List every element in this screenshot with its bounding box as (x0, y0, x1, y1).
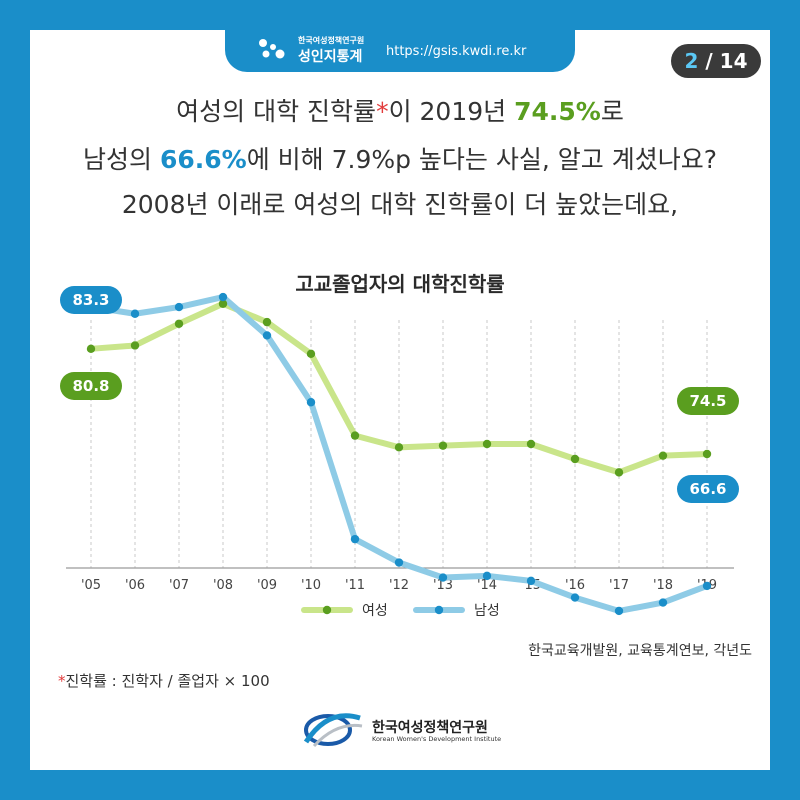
men-data-point (658, 598, 668, 607)
org-name: 한국여성정책연구원 (372, 720, 488, 736)
x-tick-label: '16 (565, 578, 585, 593)
women-data-point (570, 454, 580, 464)
x-tick-label: '08 (213, 578, 233, 593)
men-data-point (526, 576, 536, 586)
legend-women-label: 여성 (362, 603, 388, 619)
women-data-point (394, 443, 404, 452)
women-data-point (174, 319, 184, 328)
footnote: *진학률 : 진학자 / 졸업자 × 100 (58, 670, 270, 691)
headline-text: 로 (600, 97, 624, 126)
page-total: / 14 (705, 49, 748, 73)
x-tick-label: '11 (345, 578, 365, 593)
women-data-point (130, 341, 140, 350)
men-first-value-label: 83.3 (72, 291, 109, 309)
x-tick-label: '14 (477, 578, 497, 593)
men-data-point (394, 558, 404, 567)
page-current: 2 (684, 49, 699, 73)
x-tick-label: '18 (653, 578, 673, 593)
site-url-link[interactable]: https://gsis.kwdi.re.kr (386, 44, 527, 59)
org-name-english: Korean Women's Development Institute (372, 735, 502, 743)
headline-text: 남성의 (83, 145, 160, 174)
legend-men-label: 남성 (474, 603, 500, 619)
men-data-point (218, 292, 228, 302)
headline-text: 여성의 대학 진학률 (176, 97, 377, 126)
women-first-value-label: 80.8 (72, 377, 109, 395)
women-data-point (438, 441, 448, 450)
men-first-value-badge (60, 286, 122, 314)
men-data-point (174, 302, 184, 312)
legend-men-dot (434, 605, 444, 615)
men-rate-highlight: 66.6% (159, 145, 247, 174)
x-tick-label: '12 (389, 578, 409, 593)
women-data-point (702, 449, 712, 459)
data-source: 한국교육개발원, 교육통계연보, 각년도 (528, 643, 752, 659)
brand-name: 성인지통계 (298, 49, 363, 65)
men-data-point (482, 571, 492, 581)
footnote-star: * (58, 672, 66, 690)
x-tick-label: '06 (125, 578, 145, 593)
brand-org-small: 한국여성정책연구원 (298, 36, 365, 45)
men-data-point (438, 573, 448, 582)
women-data-point (614, 468, 624, 477)
women-data-point (526, 439, 536, 449)
x-tick-label: '09 (257, 578, 277, 593)
x-tick-label: '07 (169, 578, 189, 593)
headline-line-3: 2008년 이래로 여성의 대학 진학률이 더 높았는데요, (121, 190, 679, 219)
headline-text: 이 2019년 (388, 97, 515, 126)
brand-logo-icon (259, 39, 285, 59)
x-tick-label: '13 (433, 578, 453, 593)
men-data-point (306, 398, 316, 407)
x-tick-label: '17 (609, 578, 629, 593)
footnote-text: 진학률 : 진학자 / 졸업자 × 100 (65, 672, 270, 690)
women-data-point (306, 349, 316, 359)
women-data-point (482, 439, 492, 449)
x-tick-label: '05 (81, 578, 101, 593)
men-data-point (570, 593, 580, 602)
headline-line-1: 여성의 대학 진학률*이 2019년 74.5%로 (30, 92, 770, 128)
legend-women-dot (322, 605, 332, 615)
men-last-value-badge (677, 475, 739, 503)
women-data-point (262, 317, 272, 327)
women-first-value-badge (60, 372, 122, 400)
women-data-point (350, 431, 360, 440)
men-data-point (350, 534, 360, 544)
page-indicator: 2 / 14 (671, 44, 761, 78)
chart-title: 고교졸업자의 대학진학률 (295, 272, 505, 296)
women-last-value-badge (677, 387, 739, 415)
men-last-value-label: 66.6 (689, 480, 726, 498)
women-data-point (86, 344, 96, 354)
men-data-point (130, 309, 140, 318)
women-data-point (658, 451, 668, 460)
headline-text: 에 비해 7.9%p 높다는 사실, 알고 계셨나요? (246, 145, 717, 174)
footnote-star: * (376, 97, 389, 126)
women-last-value-label: 74.5 (689, 392, 726, 410)
content-card (30, 30, 770, 770)
men-data-point (262, 331, 272, 340)
women-rate-highlight: 74.5% (514, 97, 601, 126)
headline-line-2: 남성의 66.6%에 비해 7.9%p 높다는 사실, 알고 계셨나요? (30, 140, 770, 176)
men-data-point (614, 606, 624, 616)
women-data-point (218, 299, 228, 308)
x-tick-label: '10 (301, 578, 321, 593)
kwdi-logo-icon (303, 713, 363, 748)
men-data-point (702, 581, 712, 591)
